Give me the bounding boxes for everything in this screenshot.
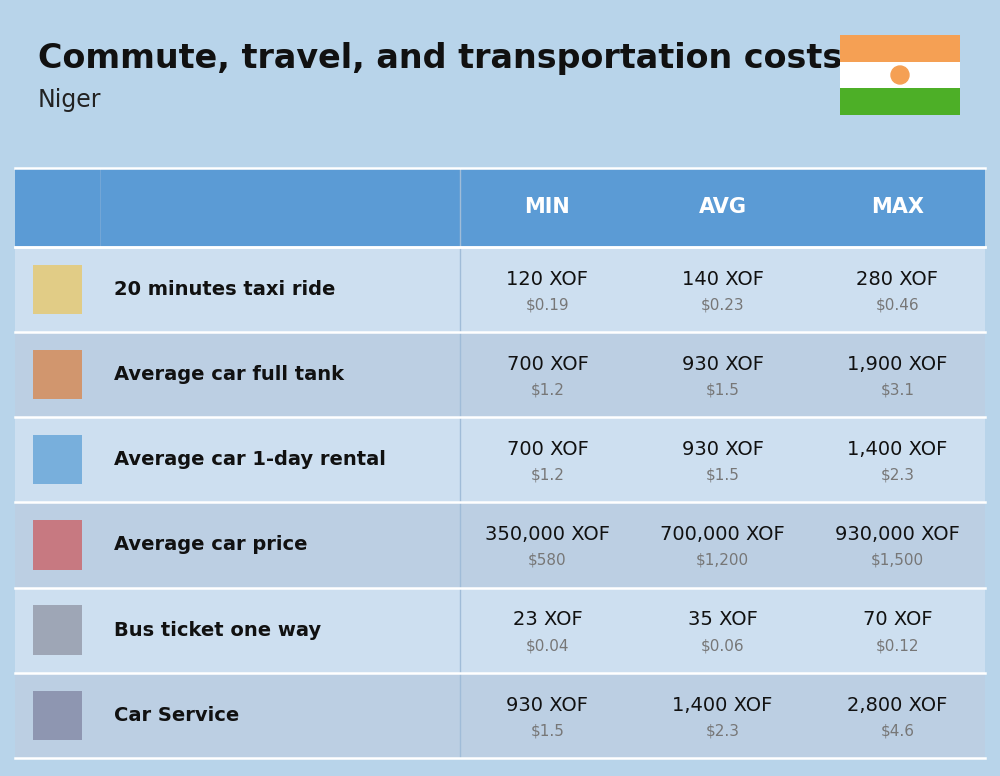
Text: 70 XOF: 70 XOF (863, 611, 932, 629)
Text: $3.1: $3.1 (881, 383, 914, 397)
Text: 930 XOF: 930 XOF (507, 695, 588, 715)
Text: 350,000 XOF: 350,000 XOF (485, 525, 610, 544)
Text: Commute, travel, and transportation costs: Commute, travel, and transportation cost… (38, 42, 842, 75)
Text: 1,900 XOF: 1,900 XOF (847, 355, 948, 374)
Circle shape (891, 66, 909, 84)
Text: Bus ticket one way: Bus ticket one way (114, 621, 321, 639)
Text: 280 XOF: 280 XOF (856, 269, 938, 289)
Text: MAX: MAX (871, 197, 924, 217)
Text: AVG: AVG (698, 197, 746, 217)
Bar (33, 350, 82, 399)
Bar (15, 673, 985, 758)
Bar (33, 691, 82, 740)
Text: $0.23: $0.23 (701, 297, 744, 312)
Text: 1,400 XOF: 1,400 XOF (672, 695, 773, 715)
Text: 930 XOF: 930 XOF (682, 355, 764, 374)
Text: $2.3: $2.3 (881, 468, 914, 483)
Text: 23 XOF: 23 XOF (513, 611, 582, 629)
Text: 20 minutes taxi ride: 20 minutes taxi ride (114, 280, 335, 299)
Text: Average car price: Average car price (114, 535, 308, 554)
Text: 35 XOF: 35 XOF (688, 611, 757, 629)
Text: 930,000 XOF: 930,000 XOF (835, 525, 960, 544)
Text: 700,000 XOF: 700,000 XOF (660, 525, 785, 544)
Bar (15, 247, 985, 332)
Bar (33, 520, 82, 570)
Text: $1,200: $1,200 (696, 553, 749, 568)
Text: 700 XOF: 700 XOF (507, 440, 588, 459)
Bar (33, 605, 82, 655)
Text: $1,500: $1,500 (871, 553, 924, 568)
Bar (15, 587, 985, 673)
Bar (840, 35, 960, 61)
Text: $1.5: $1.5 (706, 383, 739, 397)
Text: $0.19: $0.19 (526, 297, 569, 312)
Bar (15, 332, 985, 417)
Text: $1.2: $1.2 (531, 468, 564, 483)
Text: Car Service: Car Service (114, 706, 239, 725)
Text: $0.04: $0.04 (526, 638, 569, 653)
Text: 140 XOF: 140 XOF (682, 269, 764, 289)
Text: $2.3: $2.3 (706, 723, 740, 738)
Text: 2,800 XOF: 2,800 XOF (847, 695, 948, 715)
Text: 120 XOF: 120 XOF (507, 269, 588, 289)
Text: Average car full tank: Average car full tank (114, 365, 344, 384)
Bar (840, 61, 960, 88)
Text: 930 XOF: 930 XOF (682, 440, 764, 459)
Text: $1.5: $1.5 (531, 723, 564, 738)
Text: $580: $580 (528, 553, 567, 568)
Bar (15, 502, 985, 587)
Text: $4.6: $4.6 (881, 723, 914, 738)
Text: MIN: MIN (525, 197, 570, 217)
Bar (33, 265, 82, 314)
Bar (15, 417, 985, 502)
Text: $0.12: $0.12 (876, 638, 919, 653)
Bar (840, 88, 960, 115)
Text: $0.46: $0.46 (876, 297, 919, 312)
Text: $1.5: $1.5 (706, 468, 739, 483)
Text: $0.06: $0.06 (701, 638, 744, 653)
Bar (15, 168, 985, 247)
Text: 1,400 XOF: 1,400 XOF (847, 440, 948, 459)
Text: 700 XOF: 700 XOF (507, 355, 588, 374)
Text: Average car 1-day rental: Average car 1-day rental (114, 450, 386, 469)
Text: $1.2: $1.2 (531, 383, 564, 397)
Text: Niger: Niger (38, 88, 102, 112)
Bar (33, 435, 82, 484)
